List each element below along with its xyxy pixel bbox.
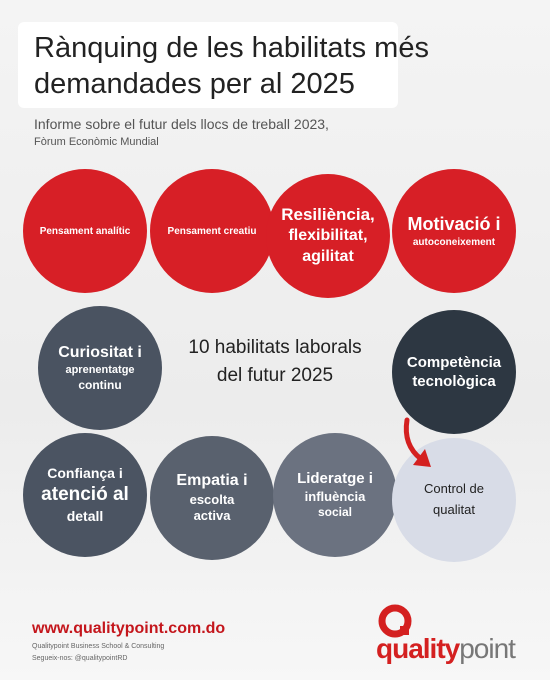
- skill-label: Lideratge i: [297, 470, 373, 487]
- skill-label: agilitat: [302, 248, 354, 266]
- skill-circle: Resiliència, flexibilitat, agilitat: [266, 174, 390, 298]
- skill-label: influència: [304, 488, 366, 504]
- skill-label: continu: [78, 377, 122, 392]
- skill-label: Curiositat i: [58, 343, 142, 361]
- arrow: [403, 417, 431, 467]
- url: www.qualitypoint.com.do: [32, 620, 226, 637]
- title-line: Rànquing de les habilitats més: [34, 32, 429, 64]
- logo-quality: quality: [376, 633, 460, 664]
- skill-circle: Pensament creatiu: [150, 169, 274, 293]
- skill-label: Resiliència,: [281, 205, 375, 225]
- skill-circle: Confiança i atenció al detall: [23, 433, 147, 557]
- title: Rànquing de les habilitats més demandades…: [34, 30, 429, 102]
- skill-circle: Pensament analític: [23, 169, 147, 293]
- skill-circle: Control de qualitat: [392, 438, 516, 562]
- skill-circle: Curiositat i aprenentatge continu: [38, 306, 162, 430]
- logo: qualitypoint: [376, 633, 516, 665]
- skill-label: Control de: [424, 481, 484, 497]
- skill-label: Competència: [406, 353, 502, 371]
- skill-label: detall: [66, 508, 104, 525]
- follow: Segueix-nos: @qualitypointRD: [32, 655, 128, 662]
- company: Qualitypoint Business School & Consultin…: [32, 643, 165, 650]
- logo-point: point: [459, 633, 516, 664]
- skill-label: Pensament creatiu: [167, 225, 257, 237]
- skill-circle: Motivació i autoconeixement: [392, 169, 516, 293]
- center-text: 10 habilitats laborals del futur 2025: [180, 334, 370, 390]
- skill-label: Empatia i: [176, 471, 248, 489]
- skill-label: tecnològica: [412, 373, 496, 390]
- logo-icon: [378, 604, 412, 638]
- center-line: 10 habilitats laborals: [188, 337, 362, 358]
- skill-label: aprenentatge: [65, 364, 135, 377]
- skill-label: escolta: [189, 491, 235, 507]
- skill-circle: Empatia i escolta activa: [150, 436, 274, 560]
- skill-label: autoconeixement: [412, 237, 496, 249]
- skill-circle: Lideratge i influència social: [273, 433, 397, 557]
- skill-circle: Competència tecnològica: [392, 310, 516, 434]
- skill-label: qualitat: [433, 502, 475, 517]
- center-line: del futur 2025: [216, 365, 334, 386]
- skill-label: Motivació i: [407, 213, 501, 234]
- subtitle-line: Fòrum Econòmic Mundial: [34, 136, 159, 148]
- skill-label: social: [317, 505, 353, 520]
- subtitle-line: Informe sobre el futur dels llocs de tre…: [34, 116, 329, 132]
- skill-label: flexibilitat,: [288, 227, 368, 245]
- title-line: demandades per al 2025: [34, 68, 355, 100]
- skill-label: activa: [193, 508, 231, 524]
- skill-label: atenció al: [41, 483, 129, 505]
- subtitle: Informe sobre el futur dels llocs de tre…: [34, 116, 329, 148]
- title-box: [18, 22, 398, 108]
- skill-label: Confiança i: [47, 465, 123, 482]
- skill-label: Pensament analític: [39, 225, 131, 237]
